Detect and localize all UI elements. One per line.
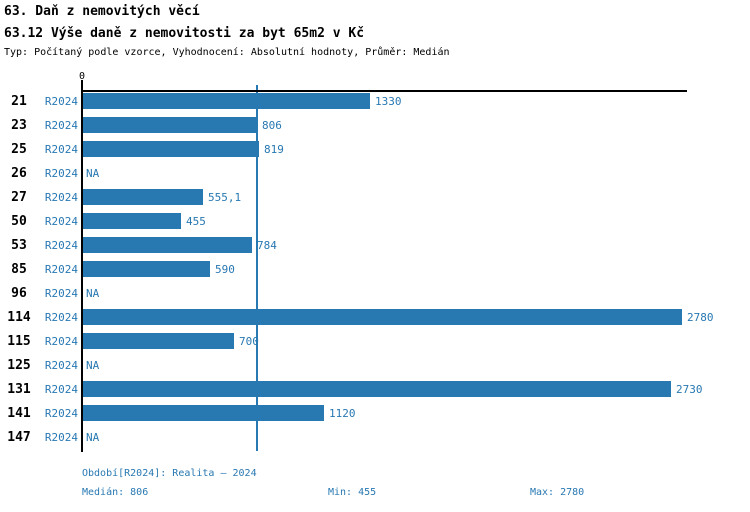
bar bbox=[83, 141, 259, 157]
missing-value-label: NA bbox=[86, 431, 100, 444]
row-category-label: 115 bbox=[7, 334, 31, 349]
report-meta-line: Typ: Počítaný podle vzorce, Vyhodnocení:… bbox=[4, 47, 450, 58]
chart-row: 141 R2024 1120 bbox=[0, 405, 750, 421]
row-series-label: R2024 bbox=[44, 335, 78, 348]
footer-max: Max: 2780 bbox=[530, 487, 585, 498]
report-title: 63. Daň z nemovitých věcí bbox=[4, 4, 200, 19]
chart-row: 27 R2024 555,1 bbox=[0, 189, 750, 205]
bar bbox=[83, 405, 324, 421]
bar-value-label: 555,1 bbox=[208, 191, 242, 204]
chart-row: 125 R2024 NA bbox=[0, 357, 750, 373]
y-axis-line bbox=[81, 90, 83, 452]
footer-median: Medián: 806 bbox=[82, 487, 149, 498]
row-series-label: R2024 bbox=[44, 95, 78, 108]
bar bbox=[83, 189, 203, 205]
row-category-label: 50 bbox=[11, 214, 27, 229]
row-category-label: 125 bbox=[7, 358, 31, 373]
row-category-label: 53 bbox=[11, 238, 27, 253]
bar-value-label: 700 bbox=[239, 335, 259, 348]
row-category-label: 23 bbox=[11, 118, 27, 133]
x-axis-line bbox=[81, 90, 687, 92]
bar-chart: 0 21 R2024 1330 23 R2024 806 25 R2024 819 26 R2024… bbox=[0, 71, 750, 452]
row-series-label: R2024 bbox=[44, 263, 78, 276]
chart-row: 26 R2024 NA bbox=[0, 165, 750, 181]
bar bbox=[83, 93, 370, 109]
bar bbox=[83, 213, 181, 229]
chart-row: 114 R2024 2780 bbox=[0, 309, 750, 325]
chart-row: 85 R2024 590 bbox=[0, 261, 750, 277]
chart-row: 131 R2024 2730 bbox=[0, 381, 750, 397]
row-series-label: R2024 bbox=[44, 359, 78, 372]
row-series-label: R2024 bbox=[44, 239, 78, 252]
bar-value-label: 590 bbox=[215, 263, 235, 276]
row-series-label: R2024 bbox=[44, 287, 78, 300]
chart-row: 96 R2024 NA bbox=[0, 285, 750, 301]
row-category-label: 114 bbox=[7, 310, 31, 325]
row-category-label: 96 bbox=[11, 286, 27, 301]
bar bbox=[83, 381, 671, 397]
bar-value-label: 455 bbox=[186, 215, 206, 228]
chart-row: 115 R2024 700 bbox=[0, 333, 750, 349]
row-category-label: 147 bbox=[7, 430, 31, 445]
bar bbox=[83, 261, 210, 277]
chart-row: 147 R2024 NA bbox=[0, 429, 750, 445]
chart-row: 53 R2024 784 bbox=[0, 237, 750, 253]
chart-row: 25 R2024 819 bbox=[0, 141, 750, 157]
row-series-label: R2024 bbox=[44, 215, 78, 228]
missing-value-label: NA bbox=[86, 287, 100, 300]
bar-value-label: 784 bbox=[257, 239, 277, 252]
bar-value-label: 1120 bbox=[329, 407, 356, 420]
bar bbox=[83, 333, 234, 349]
row-series-label: R2024 bbox=[44, 407, 78, 420]
median-reference-line bbox=[256, 85, 258, 451]
chart-row: 23 R2024 806 bbox=[0, 117, 750, 133]
bar bbox=[83, 117, 257, 133]
row-series-label: R2024 bbox=[44, 383, 78, 396]
bar-value-label: 1330 bbox=[375, 95, 402, 108]
row-series-label: R2024 bbox=[44, 431, 78, 444]
bar bbox=[83, 237, 252, 253]
x-axis-zero-tick-label: 0 bbox=[78, 71, 86, 82]
row-category-label: 21 bbox=[11, 94, 27, 109]
row-series-label: R2024 bbox=[44, 167, 78, 180]
bar-value-label: 2730 bbox=[676, 383, 703, 396]
chart-row: 50 R2024 455 bbox=[0, 213, 750, 229]
footer-min: Min: 455 bbox=[328, 487, 377, 498]
row-series-label: R2024 bbox=[44, 311, 78, 324]
x-axis-zero-tick bbox=[81, 80, 83, 91]
row-series-label: R2024 bbox=[44, 119, 78, 132]
row-category-label: 131 bbox=[7, 382, 31, 397]
row-category-label: 26 bbox=[11, 166, 27, 181]
row-series-label: R2024 bbox=[44, 191, 78, 204]
footer-period: Období[R2024]: Realita – 2024 bbox=[82, 468, 257, 479]
missing-value-label: NA bbox=[86, 167, 100, 180]
row-series-label: R2024 bbox=[44, 143, 78, 156]
row-category-label: 85 bbox=[11, 262, 27, 277]
chart-row: 21 R2024 1330 bbox=[0, 93, 750, 109]
bar-value-label: 2780 bbox=[687, 311, 714, 324]
missing-value-label: NA bbox=[86, 359, 100, 372]
bar bbox=[83, 309, 682, 325]
bar-value-label: 806 bbox=[262, 119, 282, 132]
bar-value-label: 819 bbox=[264, 143, 284, 156]
report-subtitle: 63.12 Výše daně z nemovitosti za byt 65m… bbox=[4, 26, 365, 41]
row-category-label: 27 bbox=[11, 190, 27, 205]
row-category-label: 25 bbox=[11, 142, 27, 157]
row-category-label: 141 bbox=[7, 406, 31, 421]
